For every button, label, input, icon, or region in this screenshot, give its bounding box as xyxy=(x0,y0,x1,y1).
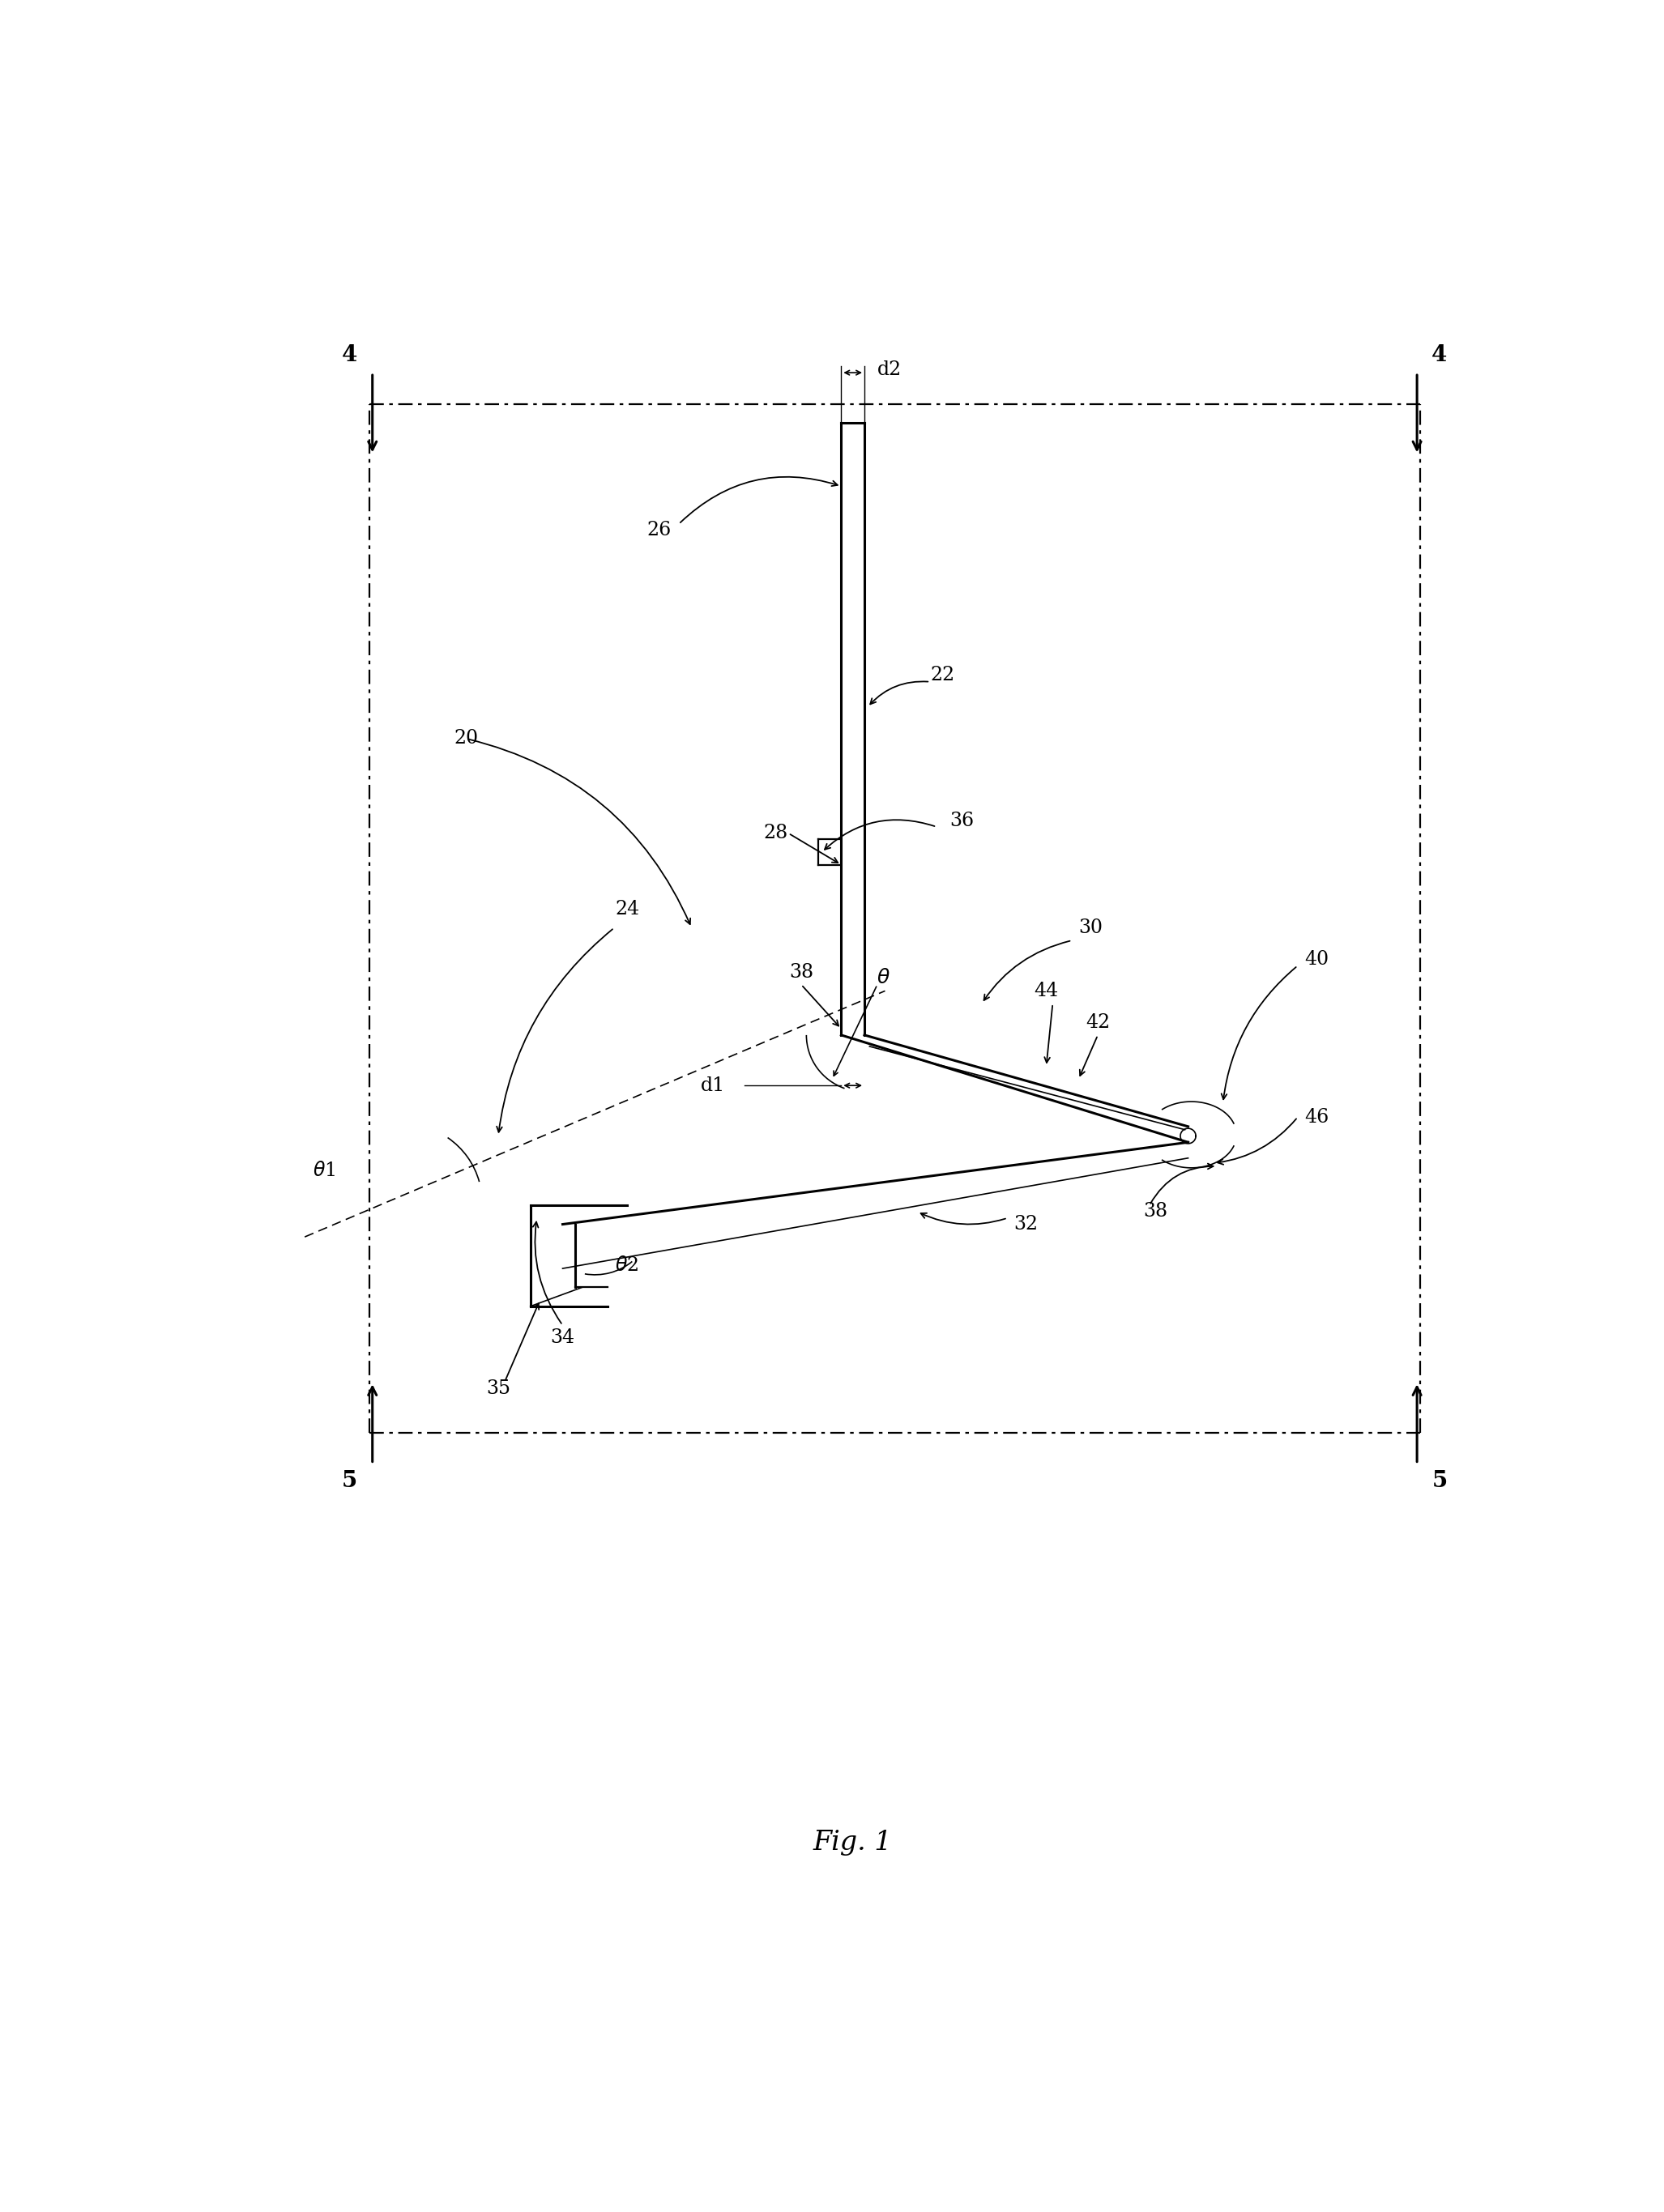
Text: 36: 36 xyxy=(950,812,973,830)
Text: 40: 40 xyxy=(1305,949,1328,969)
Text: 5: 5 xyxy=(1431,1471,1448,1493)
Text: 5: 5 xyxy=(343,1471,358,1493)
Text: 22: 22 xyxy=(930,666,955,686)
Text: Fig. 1: Fig. 1 xyxy=(814,1829,892,1856)
Text: 34: 34 xyxy=(551,1329,574,1347)
Text: 44: 44 xyxy=(1033,982,1058,1000)
Text: 28: 28 xyxy=(764,823,789,843)
Text: 4: 4 xyxy=(1431,345,1448,367)
Text: 38: 38 xyxy=(1143,1203,1168,1221)
Text: 42: 42 xyxy=(1085,1013,1110,1031)
Text: 4: 4 xyxy=(343,345,358,367)
Text: 20: 20 xyxy=(454,730,478,748)
Text: d2: d2 xyxy=(877,361,902,378)
Text: 30: 30 xyxy=(1078,918,1103,938)
Text: 46: 46 xyxy=(1305,1108,1328,1126)
Text: $\theta$: $\theta$ xyxy=(877,969,890,987)
Text: $\theta$2: $\theta$2 xyxy=(616,1256,639,1274)
Text: 32: 32 xyxy=(1013,1214,1038,1234)
Text: $\theta$1: $\theta$1 xyxy=(313,1161,336,1179)
Text: 38: 38 xyxy=(789,962,814,982)
Text: d1: d1 xyxy=(701,1077,726,1095)
Text: 26: 26 xyxy=(647,522,672,540)
Text: 35: 35 xyxy=(486,1378,511,1398)
Text: 24: 24 xyxy=(616,900,639,918)
